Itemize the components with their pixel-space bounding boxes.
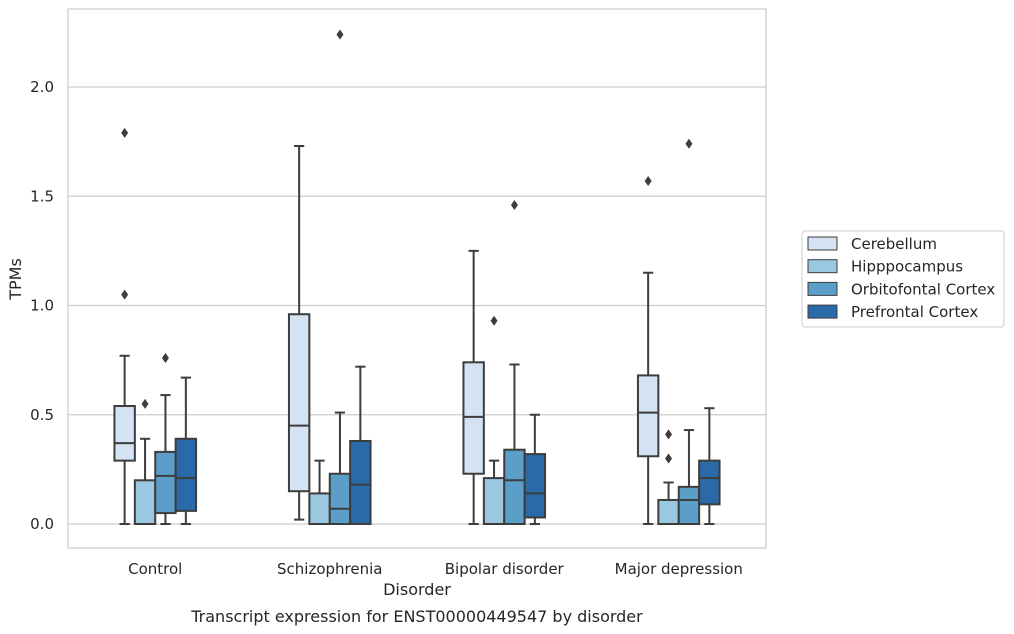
box-group bbox=[349, 365, 372, 525]
legend-swatch bbox=[807, 281, 838, 296]
box-group bbox=[657, 429, 680, 525]
outlier-point bbox=[336, 29, 344, 40]
legend-swatch bbox=[807, 259, 838, 274]
outlier-point bbox=[490, 315, 498, 326]
x-tick-labels: Control Schizophrenia Bipolar disorder Majo… bbox=[128, 560, 743, 578]
box bbox=[482, 477, 506, 525]
box-group bbox=[113, 127, 136, 525]
box-group bbox=[308, 459, 331, 526]
box-group bbox=[636, 175, 660, 525]
plot-area-frame bbox=[67, 8, 767, 549]
box-group bbox=[677, 138, 701, 526]
legend-frame bbox=[801, 230, 1005, 328]
box-group bbox=[133, 398, 157, 525]
outlier-point bbox=[121, 127, 129, 138]
legend-label: Prefrontal Cortex bbox=[851, 303, 978, 321]
x-tick-label: Major depression bbox=[615, 560, 743, 578]
box-group bbox=[287, 144, 311, 521]
box bbox=[677, 485, 701, 526]
x-tick-label: Schizophrenia bbox=[277, 560, 382, 578]
outlier-point bbox=[121, 289, 129, 300]
y-tick-label: 0.0 bbox=[30, 515, 54, 533]
y-tick-label: 1.0 bbox=[30, 297, 54, 315]
box-series bbox=[113, 29, 721, 526]
box bbox=[349, 439, 372, 525]
outlier-point bbox=[161, 352, 169, 363]
box bbox=[523, 453, 547, 519]
box bbox=[308, 492, 331, 526]
legend-label: Cerebellum bbox=[851, 235, 937, 253]
y-tick-label: 2.0 bbox=[30, 78, 54, 96]
box-group bbox=[523, 413, 547, 525]
box-group bbox=[174, 376, 198, 525]
box bbox=[287, 313, 311, 493]
box-group bbox=[154, 352, 177, 525]
outlier-point bbox=[685, 138, 693, 149]
box-group bbox=[328, 29, 352, 525]
box bbox=[328, 472, 352, 525]
legend-label: Orbitofontal Cortex bbox=[851, 280, 995, 298]
chart-caption: Transcript expression for ENST0000044954… bbox=[190, 607, 643, 626]
legend-swatch bbox=[807, 236, 838, 251]
box bbox=[154, 450, 177, 515]
x-axis-title: Disorder bbox=[383, 580, 451, 599]
y-tick-labels: 0.0 0.5 1.0 1.5 2.0 bbox=[30, 78, 54, 533]
box bbox=[113, 405, 136, 462]
outlier-point bbox=[510, 199, 518, 210]
box bbox=[636, 374, 660, 458]
box bbox=[462, 361, 485, 475]
x-tick-label: Bipolar disorder bbox=[445, 560, 565, 578]
box-group bbox=[462, 249, 485, 525]
box bbox=[133, 479, 157, 525]
box bbox=[503, 448, 526, 525]
box-group bbox=[698, 407, 721, 525]
x-tick-label: Control bbox=[128, 560, 182, 578]
y-axis-title: TPMs bbox=[6, 258, 25, 301]
y-tick-label: 1.5 bbox=[30, 187, 54, 205]
box bbox=[657, 498, 680, 525]
outlier-point bbox=[141, 398, 149, 409]
outlier-point bbox=[665, 429, 673, 440]
box bbox=[698, 459, 721, 506]
y-tick-label: 0.5 bbox=[30, 406, 54, 424]
legend-label: Hipppocampus bbox=[851, 258, 963, 276]
legend: Cerebellum Hipppocampus Orbitofontal Corte… bbox=[801, 230, 1005, 328]
box bbox=[174, 437, 198, 512]
outlier-point bbox=[644, 175, 652, 186]
legend-swatch bbox=[807, 304, 838, 319]
outlier-point bbox=[665, 453, 673, 464]
